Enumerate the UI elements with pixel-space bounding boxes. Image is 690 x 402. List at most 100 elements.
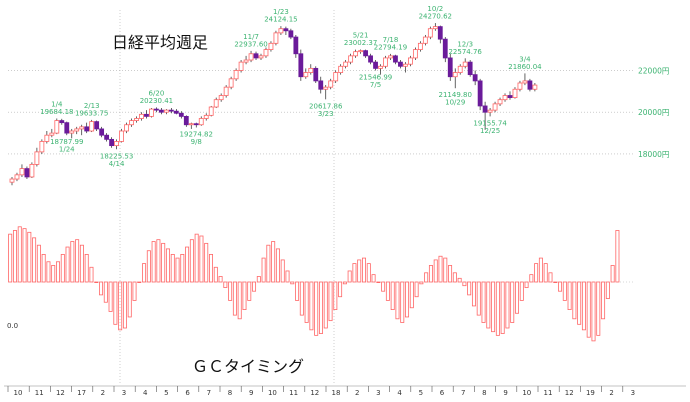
candle-down	[298, 53, 304, 78]
candle-down	[104, 134, 110, 140]
y-tick-label: 20000円	[638, 108, 669, 117]
candle-down	[173, 110, 179, 114]
oscillator-bar	[562, 281, 567, 301]
candle-up	[487, 109, 493, 113]
price-annotation: 2/13	[84, 102, 100, 110]
oscillator-bar	[242, 281, 247, 311]
price-annotation: 19155.74	[473, 119, 507, 127]
oscillator-bar	[390, 281, 395, 311]
candle-up	[188, 123, 194, 126]
candle-down	[183, 115, 189, 126]
candle-up	[522, 80, 528, 84]
oscillator-bar	[409, 281, 414, 309]
x-month-label: 5	[419, 389, 423, 397]
oscillator-bar	[175, 257, 180, 283]
oscillator-bar	[12, 230, 17, 283]
y-tick-label: 18000円	[638, 150, 669, 159]
price-annotation: 19684.18	[40, 108, 73, 116]
oscillator-bar	[362, 257, 366, 283]
candle-down	[363, 50, 368, 57]
oscillator-bar	[252, 281, 257, 292]
candle-down	[193, 123, 199, 126]
candle-down	[24, 168, 30, 178]
oscillator-bar	[118, 281, 123, 331]
oscillator-bar	[581, 281, 586, 331]
price-annotation: 19633.75	[75, 109, 108, 117]
oscillator-bar	[103, 281, 108, 303]
x-month-label: 3	[376, 389, 380, 397]
candle-up	[119, 130, 124, 142]
oscillator-bar	[209, 253, 213, 283]
oscillator-bar	[275, 248, 280, 283]
oscillator-bar	[79, 244, 84, 283]
candle-up	[218, 95, 224, 101]
price-annotation: 7/5	[370, 81, 381, 89]
candle-down	[158, 109, 164, 113]
oscillator-bar	[524, 281, 529, 288]
candle-up	[383, 57, 388, 67]
candle-up	[462, 61, 468, 67]
oscillator-bar	[204, 242, 209, 283]
candle-up	[198, 118, 204, 126]
oscillator-bar	[414, 281, 419, 298]
price-annotation: 10/29	[445, 99, 465, 107]
candle-up	[139, 113, 144, 119]
candle-down	[467, 61, 473, 76]
x-month-label: 6	[440, 389, 445, 397]
candle-up	[149, 108, 154, 117]
candle-up	[29, 164, 35, 178]
oscillator-bar	[538, 257, 543, 283]
oscillator-bar	[228, 281, 233, 301]
candle-up	[79, 126, 85, 130]
oscillator-bar	[419, 281, 424, 285]
candle-up	[333, 72, 339, 82]
candle-down	[94, 121, 100, 130]
candle-down	[313, 67, 319, 82]
x-month-label: 4	[143, 389, 148, 397]
oscillator-bar	[65, 246, 70, 283]
x-month-label: 8	[228, 389, 232, 397]
candle-down	[99, 128, 105, 136]
x-month-label: 11	[35, 389, 44, 397]
candle-up	[343, 61, 349, 67]
price-annotation: 18225.53	[100, 152, 133, 160]
oscillator-bar	[457, 277, 462, 283]
candle-up	[114, 141, 119, 147]
oscillator-bar	[8, 233, 13, 283]
candle-up	[44, 134, 50, 142]
oscillator-bar	[70, 241, 75, 283]
oscillator-bar	[165, 248, 170, 283]
oscillator-bar	[376, 281, 381, 284]
oscillator-bar	[27, 231, 32, 283]
oscillator-bar	[156, 239, 161, 283]
oscillator-bar	[328, 281, 333, 322]
x-month-label: 12	[565, 389, 574, 397]
candle-up	[34, 151, 40, 165]
oscillator-bar	[41, 253, 46, 283]
oscillator-bar	[314, 281, 319, 336]
candle-down	[527, 80, 533, 90]
oscillator-bar	[467, 281, 472, 296]
oscillator-bar	[572, 281, 577, 320]
x-month-label: 3	[631, 389, 635, 397]
x-month-label: 10	[268, 389, 277, 397]
candle-up	[412, 49, 418, 59]
candlesticks	[9, 23, 538, 186]
candle-up	[129, 120, 134, 126]
candle-up	[203, 114, 209, 119]
oscillator-bar	[108, 281, 113, 312]
oscillator-bar	[285, 270, 290, 283]
oscillator-bar	[366, 263, 371, 283]
candle-up	[502, 95, 508, 101]
price-annotation: 1/23	[273, 8, 289, 16]
oscillator-bar	[137, 281, 142, 284]
candle-up	[223, 86, 229, 96]
price-annotation: 9/8	[191, 138, 202, 146]
oscillator-bar	[60, 253, 65, 283]
candle-up	[163, 109, 169, 113]
oscillator-bar	[32, 237, 37, 283]
oscillator-bar	[189, 239, 194, 283]
candle-down	[318, 80, 324, 90]
oscillator-bar	[94, 281, 99, 284]
oscillator-bar	[357, 259, 362, 283]
